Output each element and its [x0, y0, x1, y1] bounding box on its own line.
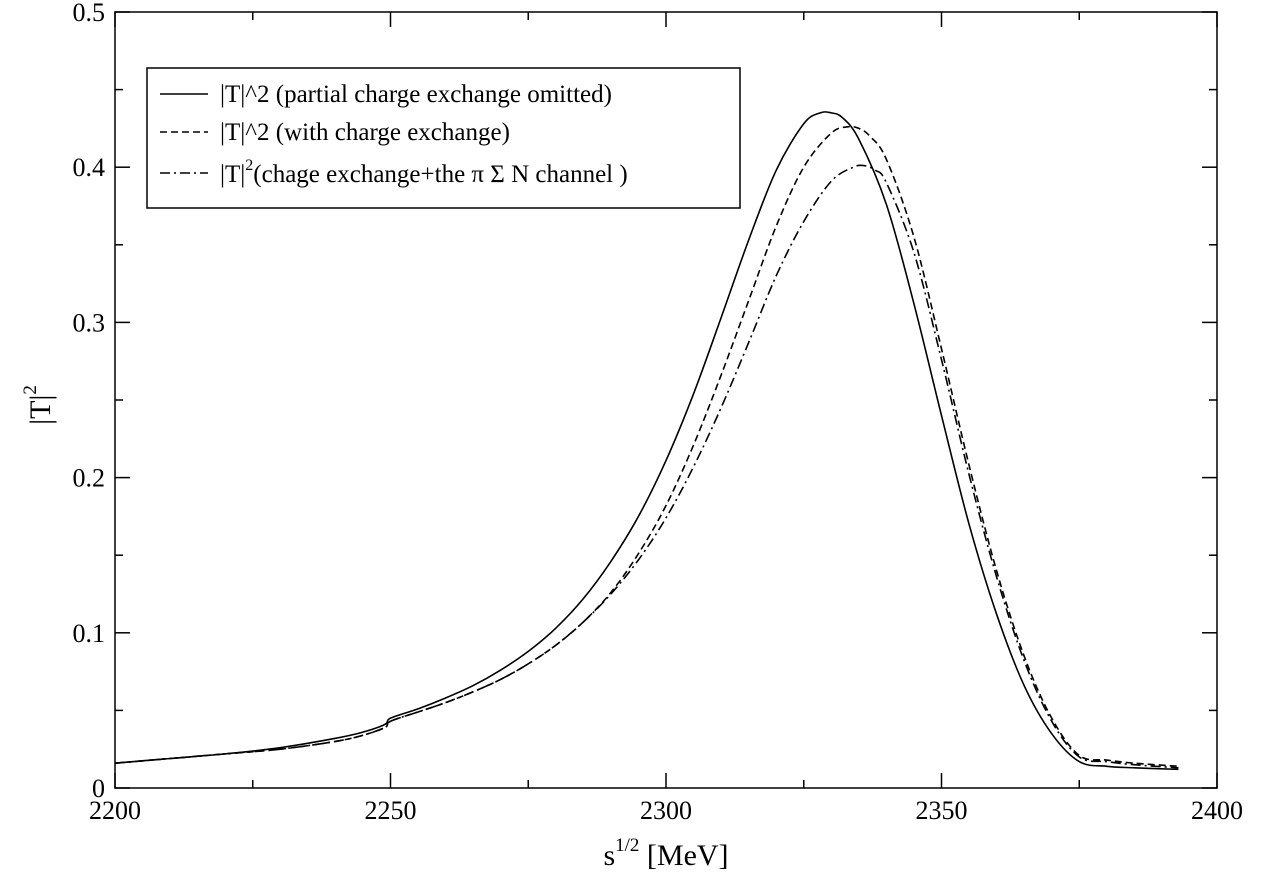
x-tick-label: 2250 [365, 796, 417, 825]
y-tick-label: 0 [92, 774, 105, 803]
y-tick-label: 0.5 [73, 0, 106, 27]
x-tick-label: 2300 [640, 796, 692, 825]
legend-entry-3-sup: 2 [245, 157, 253, 174]
series-line-dashed [114, 125, 1179, 768]
legend-entry-3-rest: (chage exchange+the π Σ N channel ) [253, 161, 627, 188]
y-axis-label: |T|2 [20, 385, 57, 425]
x-axis-label-base: s [603, 839, 615, 872]
y-tick-label: 0.3 [73, 308, 106, 337]
y-tick-label: 0.1 [73, 619, 106, 648]
legend: |T|^2 (partial charge exchange omitted) … [146, 67, 741, 209]
y-axis-label-sup: 2 [20, 385, 41, 395]
y-axis-label-base: |T| [24, 395, 57, 425]
y-tick-label: 0.2 [73, 464, 106, 493]
x-axis-label: s1/2 [MeV] [603, 835, 728, 872]
legend-entry-3-base: |T| [220, 161, 245, 188]
series-line-solid [114, 111, 1179, 771]
axis-ticks [114, 11, 1218, 789]
y-tick-label: 0.4 [73, 153, 106, 182]
x-tick-label: 2200 [89, 796, 141, 825]
series-lines [114, 111, 1179, 771]
tick-labels: 2200 2250 2300 2350 2400 0 0.1 0.2 0.3 0.4 0.5 [73, 0, 1244, 825]
legend-entry-1: |T|^2 (partial charge exchange omitted) [220, 81, 612, 108]
legend-entry-3: |T|2(chage exchange+the π Σ N channel ) [220, 157, 628, 188]
x-axis-label-sup: 1/2 [615, 835, 639, 856]
legend-entry-2: |T|^2 (with charge exchange) [220, 119, 510, 146]
x-tick-label: 2350 [916, 796, 968, 825]
x-tick-label: 2400 [1191, 796, 1243, 825]
series-line-dashdot [114, 164, 1179, 769]
x-axis-label-rest: [MeV] [639, 839, 728, 872]
legend-box [146, 67, 741, 209]
